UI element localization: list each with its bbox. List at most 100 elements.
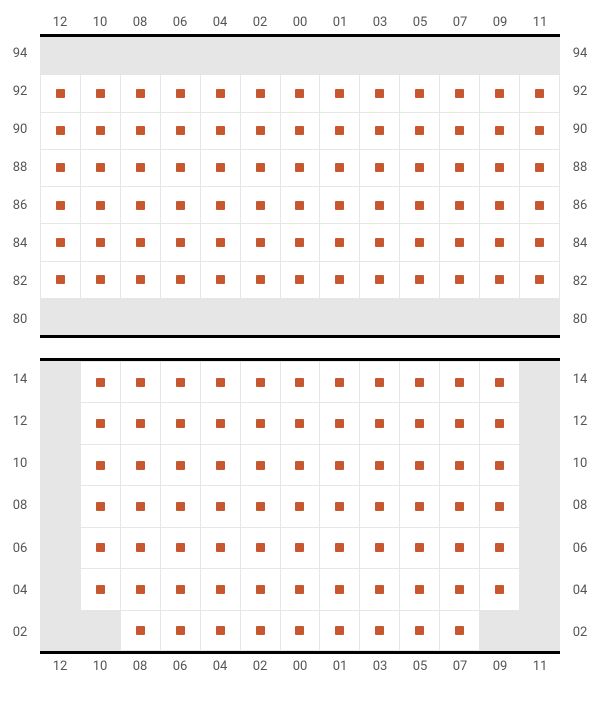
seat-cell[interactable] [40,223,80,260]
seat-cell[interactable] [80,223,120,260]
seat-cell[interactable] [519,261,560,298]
seat-cell[interactable] [359,223,399,260]
seat-cell[interactable] [80,568,120,609]
seat-cell[interactable] [359,568,399,609]
seat-cell[interactable] [80,186,120,223]
seat-cell[interactable] [80,527,120,568]
seat-cell[interactable] [280,485,320,526]
seat-cell[interactable] [120,74,160,111]
seat-cell[interactable] [40,149,80,186]
seat-cell[interactable] [439,610,479,651]
seat-cell[interactable] [319,149,359,186]
seat-cell[interactable] [519,74,560,111]
seat-cell[interactable] [200,223,240,260]
seat-cell[interactable] [120,402,160,443]
seat-cell[interactable] [479,186,519,223]
seat-cell[interactable] [479,149,519,186]
seat-cell[interactable] [439,261,479,298]
seat-cell[interactable] [200,149,240,186]
seat-cell[interactable] [519,112,560,149]
seat-cell[interactable] [359,74,399,111]
seat-cell[interactable] [280,361,320,402]
seat-cell[interactable] [479,444,519,485]
seat-cell[interactable] [399,402,439,443]
seat-cell[interactable] [399,223,439,260]
seat-cell[interactable] [200,361,240,402]
seat-cell[interactable] [120,568,160,609]
seat-cell[interactable] [240,444,280,485]
seat-cell[interactable] [280,527,320,568]
seat-cell[interactable] [439,149,479,186]
seat-cell[interactable] [399,485,439,526]
seat-cell[interactable] [439,112,479,149]
seat-cell[interactable] [359,527,399,568]
seat-cell[interactable] [240,223,280,260]
seat-cell[interactable] [200,112,240,149]
seat-cell[interactable] [240,485,280,526]
seat-cell[interactable] [479,402,519,443]
seat-cell[interactable] [40,186,80,223]
seat-cell[interactable] [200,444,240,485]
seat-cell[interactable] [319,186,359,223]
seat-cell[interactable] [479,74,519,111]
seat-cell[interactable] [359,402,399,443]
seat-cell[interactable] [439,361,479,402]
seat-cell[interactable] [439,568,479,609]
seat-cell[interactable] [280,610,320,651]
seat-cell[interactable] [399,361,439,402]
seat-cell[interactable] [240,568,280,609]
seat-cell[interactable] [160,223,200,260]
seat-cell[interactable] [200,610,240,651]
seat-cell[interactable] [280,444,320,485]
seat-cell[interactable] [280,112,320,149]
seat-cell[interactable] [359,361,399,402]
seat-cell[interactable] [120,186,160,223]
seat-cell[interactable] [439,527,479,568]
seat-cell[interactable] [80,485,120,526]
seat-cell[interactable] [399,149,439,186]
seat-cell[interactable] [359,444,399,485]
seat-cell[interactable] [399,527,439,568]
seat-cell[interactable] [399,112,439,149]
seat-cell[interactable] [160,112,200,149]
seat-cell[interactable] [120,223,160,260]
seat-cell[interactable] [280,261,320,298]
seat-cell[interactable] [40,74,80,111]
seat-cell[interactable] [319,261,359,298]
seat-cell[interactable] [319,402,359,443]
seat-cell[interactable] [80,402,120,443]
seat-cell[interactable] [240,149,280,186]
seat-cell[interactable] [479,261,519,298]
seat-cell[interactable] [160,361,200,402]
seat-cell[interactable] [240,610,280,651]
seat-cell[interactable] [479,527,519,568]
seat-cell[interactable] [519,149,560,186]
seat-cell[interactable] [80,261,120,298]
seat-cell[interactable] [40,261,80,298]
seat-cell[interactable] [319,74,359,111]
seat-cell[interactable] [160,74,200,111]
seat-cell[interactable] [120,527,160,568]
seat-cell[interactable] [280,74,320,111]
seat-cell[interactable] [479,112,519,149]
seat-cell[interactable] [479,485,519,526]
seat-cell[interactable] [120,444,160,485]
seat-cell[interactable] [439,402,479,443]
seat-cell[interactable] [40,112,80,149]
seat-cell[interactable] [359,610,399,651]
seat-cell[interactable] [399,568,439,609]
seat-cell[interactable] [80,74,120,111]
seat-cell[interactable] [319,444,359,485]
seat-cell[interactable] [359,261,399,298]
seat-cell[interactable] [479,223,519,260]
seat-cell[interactable] [359,485,399,526]
seat-cell[interactable] [240,402,280,443]
seat-cell[interactable] [439,74,479,111]
seat-cell[interactable] [319,112,359,149]
seat-cell[interactable] [519,223,560,260]
seat-cell[interactable] [240,361,280,402]
seat-cell[interactable] [160,186,200,223]
seat-cell[interactable] [200,568,240,609]
seat-cell[interactable] [120,361,160,402]
seat-cell[interactable] [319,568,359,609]
